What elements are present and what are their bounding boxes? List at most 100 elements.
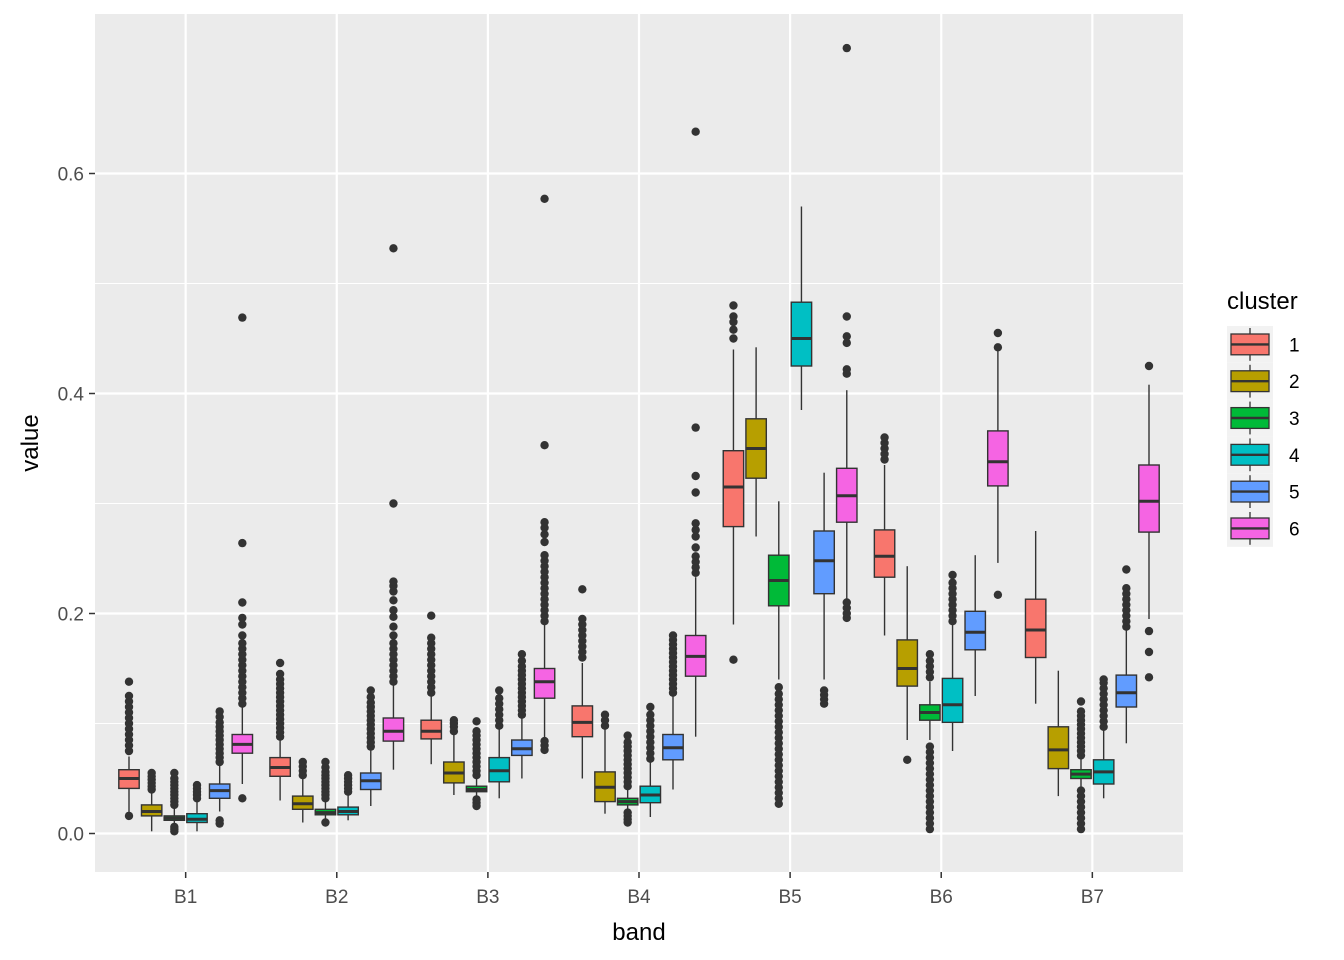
outlier-point bbox=[238, 639, 247, 648]
outlier-point bbox=[449, 716, 459, 725]
legend-label: 3 bbox=[1289, 409, 1300, 430]
outlier-point bbox=[842, 332, 851, 341]
outlier-point bbox=[215, 707, 224, 716]
box-group bbox=[1070, 697, 1092, 834]
outlier-point bbox=[540, 551, 549, 560]
outlier-point bbox=[1122, 584, 1131, 593]
outlier-point bbox=[238, 538, 247, 548]
outlier-point bbox=[1144, 673, 1154, 682]
outlier-point bbox=[729, 325, 738, 334]
outlier-point bbox=[389, 577, 398, 586]
outlier-point bbox=[495, 686, 504, 695]
y-tick-label: 0.2 bbox=[58, 605, 84, 626]
box-group bbox=[208, 707, 231, 828]
outlier-point bbox=[275, 669, 285, 679]
outlier-point bbox=[238, 598, 247, 607]
x-tick-label: B6 bbox=[930, 887, 953, 908]
outlier-point bbox=[275, 658, 285, 668]
outlier-point bbox=[192, 780, 202, 790]
box bbox=[1047, 726, 1070, 770]
outlier-point bbox=[1076, 707, 1086, 716]
outlier-point bbox=[925, 656, 935, 665]
box-group bbox=[639, 702, 662, 817]
outlier-point bbox=[427, 633, 436, 642]
box-group bbox=[745, 347, 768, 537]
legend-title: cluster bbox=[1227, 288, 1298, 315]
outlier-point bbox=[472, 795, 481, 804]
outlier-point bbox=[366, 686, 375, 695]
outlier-point bbox=[925, 650, 935, 659]
outlier-point bbox=[578, 614, 587, 624]
outlier-point bbox=[1144, 647, 1154, 657]
outlier-point bbox=[389, 622, 398, 631]
outlier-point bbox=[842, 312, 851, 321]
outlier-point bbox=[517, 656, 527, 665]
box-group bbox=[140, 768, 163, 832]
outlier-point bbox=[472, 717, 481, 726]
box bbox=[722, 450, 745, 528]
legend-item: 6 bbox=[1227, 510, 1300, 547]
legend: cluster 1 2 3 4 5 6 bbox=[1227, 288, 1300, 547]
outlier-point bbox=[540, 518, 549, 527]
y-tick-label: 0.6 bbox=[58, 165, 84, 186]
x-tick-label: B4 bbox=[627, 887, 651, 908]
box-group bbox=[896, 566, 919, 764]
outlier-point bbox=[623, 808, 632, 817]
outlier-point bbox=[389, 596, 398, 605]
box bbox=[382, 717, 405, 742]
box-group bbox=[420, 611, 443, 765]
outlier-point bbox=[215, 816, 224, 825]
outlier-point bbox=[993, 590, 1003, 599]
outlier-point bbox=[646, 702, 655, 712]
box bbox=[533, 667, 556, 699]
box-group bbox=[873, 433, 896, 636]
box bbox=[420, 719, 443, 740]
outlier-point bbox=[578, 585, 587, 594]
y-tick-label: 0.0 bbox=[58, 825, 84, 846]
box-group bbox=[1092, 675, 1115, 799]
outlier-point bbox=[691, 488, 700, 497]
outlier-point bbox=[993, 343, 1003, 352]
outlier-point bbox=[880, 433, 889, 442]
outlier-point bbox=[343, 771, 353, 780]
outlier-point bbox=[691, 423, 700, 432]
outlier-point bbox=[993, 328, 1003, 338]
box-group bbox=[722, 301, 745, 664]
x-tick-label: B1 bbox=[174, 887, 197, 908]
box-group bbox=[291, 757, 314, 823]
box-group bbox=[1115, 565, 1138, 744]
x-axis-title: band bbox=[612, 919, 665, 946]
outlier-point bbox=[600, 710, 610, 719]
box-group bbox=[1024, 531, 1047, 704]
outlier-point bbox=[389, 244, 398, 253]
outlier-point bbox=[729, 312, 738, 321]
box-group bbox=[1138, 361, 1160, 682]
box-group bbox=[314, 757, 337, 827]
outlier-point bbox=[389, 639, 398, 648]
outlier-point bbox=[540, 537, 549, 547]
outlier-point bbox=[427, 611, 436, 620]
x-axis: B1 B2 B3 B4 B5 B6 B7 bbox=[174, 872, 1104, 908]
outlier-point bbox=[238, 313, 247, 322]
grid-lines bbox=[95, 14, 1183, 872]
outlier-point bbox=[389, 499, 398, 508]
outlier-point bbox=[495, 694, 504, 703]
box-group bbox=[790, 206, 813, 410]
outlier-point bbox=[1144, 626, 1154, 636]
outlier-point bbox=[691, 471, 700, 481]
box-group bbox=[359, 686, 382, 806]
box-group bbox=[465, 717, 488, 811]
y-axis-title: value bbox=[17, 414, 44, 471]
box-layer bbox=[118, 43, 1160, 836]
box bbox=[964, 610, 987, 651]
outlier-point bbox=[238, 613, 247, 623]
box bbox=[1138, 464, 1160, 533]
outlier-point bbox=[842, 338, 851, 348]
y-tick-label: 0.4 bbox=[58, 385, 85, 406]
box-group bbox=[510, 650, 533, 779]
box bbox=[790, 301, 813, 367]
x-tick-label: B3 bbox=[476, 887, 499, 908]
outlier-point bbox=[623, 731, 632, 740]
outlier-point bbox=[389, 631, 398, 640]
